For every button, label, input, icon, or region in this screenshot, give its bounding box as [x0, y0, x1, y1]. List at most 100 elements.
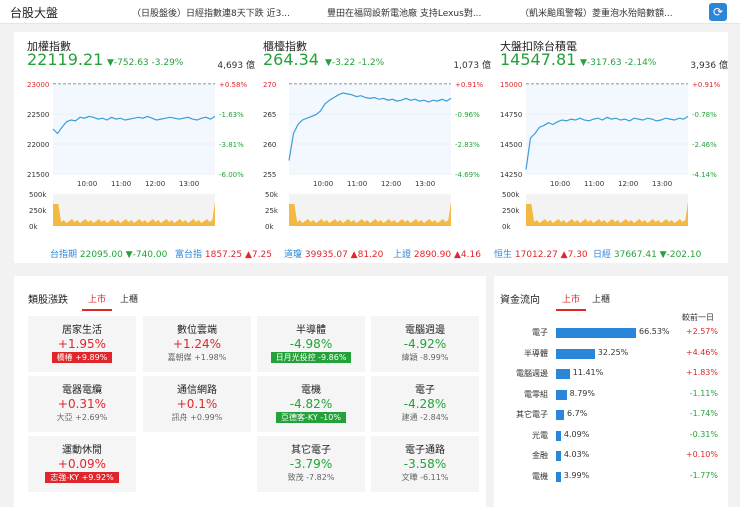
sector-card[interactable]: 半導體 -4.98% 日月光投控 -9.86% — [257, 316, 365, 372]
pct-tick-label: -0.78% — [692, 111, 717, 119]
flow-share: 32.25% — [597, 347, 629, 357]
ticker-label: 日經 — [593, 250, 614, 260]
sector-tab-otc[interactable]: 上櫃 — [120, 295, 139, 305]
y-tick-label: 265 — [263, 111, 276, 119]
sector-change: +0.31% — [57, 397, 107, 411]
ticker-item[interactable]: 上證 2890.90 ▲4.16 — [393, 247, 481, 260]
y-tick-label: 14750 — [500, 111, 522, 119]
sector-top-stock: 大亞 +2.69% — [56, 413, 108, 422]
sector-name: 數位雲端 — [177, 325, 217, 336]
flow-sector-name: 電機 — [532, 471, 548, 481]
flow-bar — [556, 369, 570, 379]
index-card-otc[interactable]: 櫃檯指數 264.34 ▼-3.22 -1.2% 1,073 億 270 265 260 25… — [263, 38, 491, 263]
fund-flow-title: 資金流向 — [500, 295, 540, 306]
pct-tick-label: -4.14% — [692, 171, 717, 179]
flow-change: +4.46% — [685, 347, 718, 357]
flow-row[interactable]: 電腦週邊 11.41% +1.83% — [504, 365, 726, 385]
index-volume: 1,073 億 — [453, 61, 491, 71]
sector-name: 通信網路 — [177, 385, 217, 396]
flow-tab-listed[interactable]: 上市 — [556, 292, 587, 311]
chart-area — [53, 84, 215, 174]
flow-bar — [556, 430, 561, 441]
flow-change: -1.77% — [689, 470, 718, 480]
sector-tab-listed[interactable]: 上市 — [82, 292, 113, 311]
vol-tick-label: 250k — [29, 207, 47, 215]
flow-share: 4.03% — [563, 450, 590, 459]
index-name: 加權指數 — [27, 40, 71, 53]
ticker-item[interactable]: 富台指 1857.25 ▲7.25 — [175, 247, 272, 260]
volume-area — [526, 194, 688, 226]
sector-card[interactable]: 通信網路 +0.1% 訊舟 +0.99% — [143, 376, 251, 432]
ticker-item[interactable]: 道瓊 39935.07 ▲81.20 — [284, 247, 383, 260]
x-tick-label: 12:00 — [618, 180, 638, 188]
vol-tick-label: 0k — [265, 223, 274, 231]
flow-bar — [556, 328, 636, 338]
ticker-value: 17012.27 ▲7.30 — [514, 250, 588, 260]
ticker-value: 22095.00 ▼-740.00 — [79, 250, 168, 260]
y-tick-label: 255 — [263, 171, 276, 179]
refresh-icon[interactable]: ⟳ — [709, 3, 727, 21]
sector-top-stock: 致茂 -7.82% — [287, 473, 335, 482]
ticker-label: 恒生 — [494, 250, 515, 260]
x-tick-label: 10:00 — [313, 180, 333, 188]
index-card-taiex[interactable]: 加權指數 22119.21 ▼-752.63 -3.29% 4,693 億 23000 2… — [27, 38, 255, 263]
index-change: ▼-752.63 -3.29% — [107, 58, 184, 68]
ticker-item[interactable]: 日經 37667.41 ▼-202.10 — [593, 247, 701, 260]
sector-name: 電子 — [415, 385, 435, 396]
sector-card[interactable]: 電腦週邊 -4.92% 緯穎 -8.99% — [371, 316, 479, 372]
flow-sector-name: 光電 — [532, 430, 548, 440]
sector-change: -4.82% — [289, 397, 333, 411]
flow-share: 8.79% — [569, 388, 595, 398]
pct-tick-label: -0.96% — [455, 111, 480, 119]
vol-tick-label: 250k — [502, 207, 520, 215]
flow-row[interactable]: 電子 66.53% +2.57% — [504, 324, 726, 344]
y-tick-label: 22000 — [27, 141, 49, 149]
sector-card[interactable]: 其它電子 -3.79% 致茂 -7.82% — [257, 436, 365, 492]
index-price: 264.34 — [263, 50, 319, 69]
ticker-item[interactable]: 恒生 17012.27 ▲7.30 — [494, 247, 588, 260]
flow-row[interactable]: 半導體 32.25% +4.46% — [504, 345, 726, 365]
sector-card[interactable]: 運動休閒 +0.09% 志強-KY +9.92% — [28, 436, 136, 492]
index-price: 22119.21 — [27, 50, 104, 69]
chart-area — [289, 84, 451, 174]
pct-tick-label: -2.83% — [455, 141, 480, 149]
x-tick-label: 12:00 — [381, 180, 401, 188]
flow-change: -1.74% — [689, 409, 718, 418]
flow-row[interactable]: 光電 4.09% -0.31% — [504, 427, 726, 447]
flow-tab-otc[interactable]: 上櫃 — [592, 295, 611, 305]
flow-bar — [556, 410, 565, 420]
flow-row[interactable]: 電機 3.99% -1.77% — [504, 468, 726, 488]
flow-share: 11.41% — [572, 368, 604, 377]
x-tick-label: 11:00 — [584, 180, 604, 188]
sector-top-stock: 建通 -2.84% — [401, 413, 449, 422]
sector-name: 電器電纜 — [62, 385, 102, 396]
news-link-2[interactable]: 豐田在福岡設新電池廠 支持Lexus對... — [327, 9, 482, 19]
sector-card[interactable]: 電子 -4.28% 建通 -2.84% — [371, 376, 479, 432]
news-link-1[interactable]: （日股盤後）日經指數連8天下跌 近3... — [132, 9, 290, 19]
sector-card[interactable]: 電器電纜 +0.31% 大亞 +2.69% — [28, 376, 136, 432]
sector-change: -4.28% — [403, 397, 447, 411]
flow-sector-name: 電腦週邊 — [516, 369, 548, 378]
sector-card[interactable]: 居家生活 +1.95% 橋椿 +9.89% — [28, 316, 136, 372]
x-tick-label: 13:00 — [179, 180, 199, 188]
y-tick-label: 22500 — [27, 111, 49, 119]
flow-row[interactable]: 電零組 8.79% -1.11% — [504, 386, 726, 406]
x-tick-label: 10:00 — [550, 180, 570, 188]
sector-change: -4.98% — [289, 337, 333, 351]
ticker-item[interactable]: 台指期 22095.00 ▼-740.00 — [50, 247, 167, 260]
index-card-ex-tsmc[interactable]: 大盤扣除台積電 14547.81 ▼-317.63 -2.14% 3,936 億 150… — [500, 38, 728, 263]
sector-card[interactable]: 數位雲端 +1.24% 嘉朝媒 +1.98% — [143, 316, 251, 372]
index-chart: 15000 14750 14500 14250 +0.91% -0.78% -2.46% -4… — [500, 81, 720, 231]
flow-row[interactable]: 其它電子 6.7% -1.74% — [504, 406, 726, 426]
flow-row[interactable]: 金融 4.03% +0.10% — [504, 447, 726, 467]
news-link-3[interactable]: （凱米颱風警報）菱重泡水殆賠數額... — [520, 9, 673, 19]
sector-card[interactable]: 電機 -4.82% 亞德客-KY -10% — [257, 376, 365, 432]
index-volume: 4,693 億 — [217, 61, 255, 71]
pct-tick-label: +0.91% — [692, 81, 720, 89]
volume-bars — [289, 202, 451, 226]
pct-tick-label: -2.46% — [692, 141, 717, 149]
y-tick-label: 21500 — [27, 171, 49, 179]
sector-change: -3.58% — [403, 457, 447, 471]
sector-card[interactable]: 電子通路 -3.58% 文曄 -6.11% — [371, 436, 479, 492]
ticker-label: 富台指 — [175, 250, 205, 260]
